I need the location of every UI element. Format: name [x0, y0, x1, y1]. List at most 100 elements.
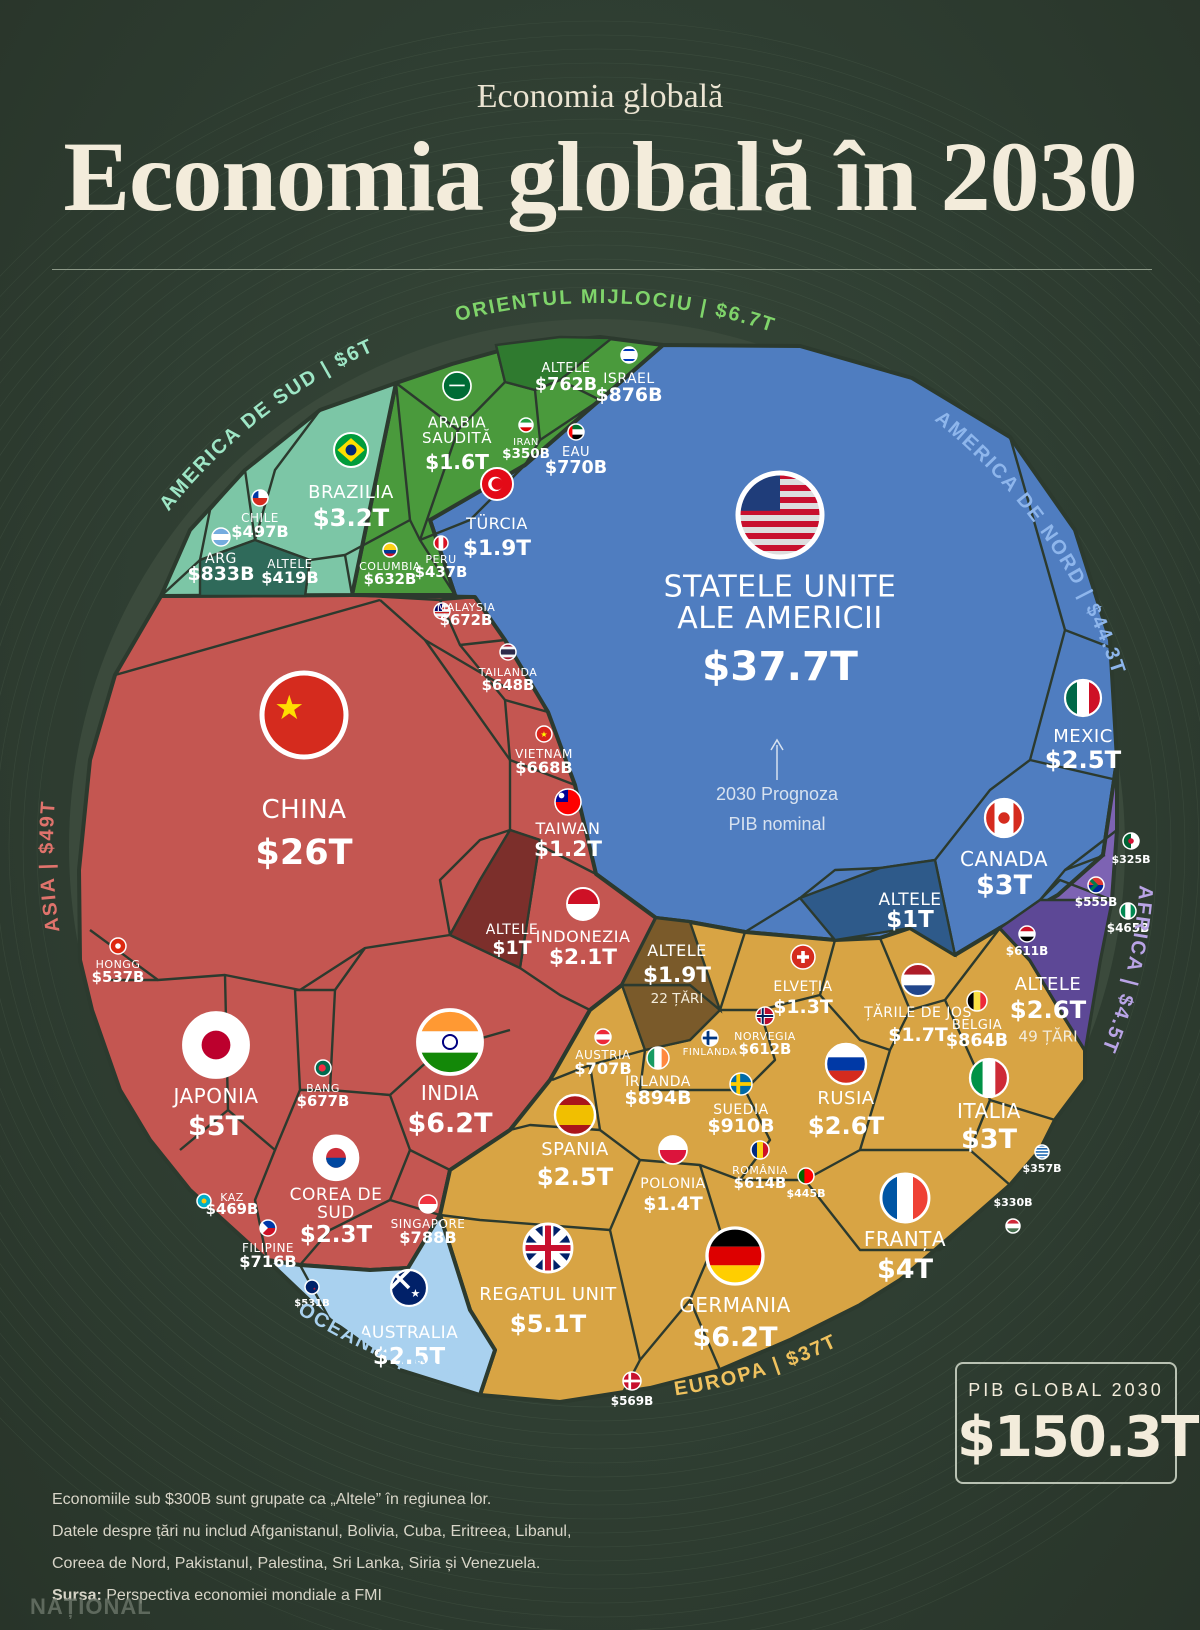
country-name: PERU	[425, 553, 456, 566]
canada-flag-icon	[983, 797, 1025, 839]
country-value: $26T	[255, 832, 352, 873]
footnote-line-2: Datele despre țări nu includ Afganistanu…	[52, 1523, 572, 1540]
denmark-flag-icon	[622, 1371, 642, 1391]
country-name: SUD	[317, 1203, 355, 1223]
cell-border	[424, 639, 511, 761]
cell-border	[408, 519, 422, 541]
country-name: POLONIA	[640, 1176, 705, 1192]
country-label-europa-tarile-de-jos: ȚĂRILE DE JOS $1.7T	[863, 963, 971, 1046]
cell-border	[114, 598, 381, 677]
ae-band	[568, 429, 584, 435]
country-label-asia-hongg: HONGG$537B	[92, 937, 144, 986]
country-label-europa-romania: ROMÂNIA$614B	[732, 1140, 787, 1192]
country-value: $37.7T	[702, 642, 858, 690]
cell-border	[253, 409, 321, 541]
vn-star: ★	[540, 730, 547, 739]
argentina-flag-icon	[211, 527, 231, 547]
region-label-text: ASIA | $49T	[36, 799, 62, 934]
country-label-asia-japonia: JAPONIA $5T	[171, 1011, 258, 1142]
country-value: $6.2T	[407, 1108, 493, 1139]
th-band	[500, 652, 516, 655]
ph-bottom	[260, 1228, 276, 1236]
global-gdp-value: $150.3T	[957, 1405, 1199, 1470]
fi-cross	[702, 1030, 718, 1046]
cl-canton	[252, 490, 259, 498]
bd-disc	[318, 1064, 326, 1072]
guilloche-ring	[0, 118, 1200, 1576]
vn-field	[536, 726, 552, 742]
country-label-orientul-mijlociu-turcia: TÜRCIA $1.9T	[463, 467, 531, 561]
country-label-asia-vietnam: ★ VIETNAM$668B	[515, 725, 573, 777]
country-name: CHINA	[261, 795, 346, 825]
algeria-flag-icon	[1122, 832, 1140, 850]
country-note: 22 ȚĂRI	[651, 989, 704, 1007]
gr-stripe	[1035, 1146, 1049, 1149]
country-label-europa-finlanda: FINLANDA	[683, 1029, 737, 1058]
be-band	[973, 991, 981, 1011]
country-value: $770B	[545, 458, 607, 478]
ir-band	[519, 422, 533, 428]
country-label-asia-taiwan: TAIWAN$1.2T	[534, 788, 602, 862]
me-altele-cell	[494, 335, 616, 392]
country-name: TAIWAN	[534, 819, 600, 838]
italy-flag-icon	[968, 1057, 1010, 1099]
es-band	[555, 1105, 595, 1125]
country-name: TAILANDA	[478, 666, 538, 679]
pl-bottom	[659, 1150, 687, 1164]
china-flag-icon: ★	[259, 670, 349, 760]
country-label-africa-unlabeled: $325B	[1112, 832, 1151, 866]
country-label-africa-unlabeled: $465B	[1107, 902, 1149, 935]
country-label-orientul-mijlociu-eau: EAU$770B	[545, 423, 607, 478]
ca-right	[1013, 799, 1023, 837]
country-name: SAUDITĂ	[422, 428, 492, 447]
country-name: ALTELE	[1015, 974, 1082, 995]
country-value: $2.5T	[537, 1162, 614, 1191]
region-cell-oceania	[265, 1213, 497, 1397]
ph-top	[260, 1220, 276, 1228]
country-label-america-de-nord-mexic: MEXIC$2.5T	[1045, 678, 1122, 774]
country-value: $614B	[734, 1174, 787, 1192]
country-label-orientul-mijlociu-iran: IRAN$350B	[502, 417, 550, 462]
country-value: $910B	[708, 1115, 775, 1137]
country-label-america-de-nord-canada: CANADA$3T	[960, 797, 1048, 901]
ch-cross	[797, 951, 809, 963]
gr-stripe	[1035, 1155, 1049, 1158]
country-label-asia-singapore: SINGAPORE$788B	[391, 1194, 466, 1247]
france-flag-icon	[879, 1172, 931, 1224]
country-value: $5T	[188, 1111, 245, 1142]
guilloche-ring	[0, 202, 1200, 1492]
finland-flag-icon	[701, 1029, 719, 1047]
country-name: BELGIA	[952, 1018, 1002, 1033]
th-band	[500, 654, 516, 658]
ie-band	[661, 1047, 669, 1069]
country-name: IRAN	[513, 437, 539, 448]
country-label-orientul-mijlociu-israel: ISRAEL$876B	[596, 346, 662, 406]
it-band	[982, 1059, 996, 1097]
my-stripe	[434, 612, 450, 614]
country-name: REGATUL UNIT	[479, 1284, 617, 1305]
country-value: $1.4T	[643, 1193, 703, 1215]
country-name: SINGAPORE	[391, 1217, 466, 1231]
za-bottom	[1088, 885, 1104, 893]
country-label-america-de-sud-brazilia: BRAZILIA$3.2T	[308, 431, 394, 532]
ireland-flag-icon	[646, 1046, 670, 1070]
uae-flag-icon	[567, 423, 585, 441]
id-bottom	[567, 904, 599, 920]
cell-border	[804, 1179, 971, 1252]
footnote-line-3: Coreea de Nord, Pakistanul, Palestina, S…	[52, 1555, 541, 1572]
sweden-flag-icon	[729, 1072, 753, 1096]
country-label-asia-bang: BANG$677B	[297, 1059, 349, 1110]
country-label-oceania-unlabeled: ★ $531B	[294, 1279, 330, 1309]
country-value: $3T	[976, 870, 1033, 901]
country-label-europa-polonia: POLONIA$1.4T	[640, 1135, 705, 1215]
country-value: $716B	[239, 1252, 296, 1271]
indonesia-flag-icon	[566, 887, 600, 921]
mexico-flag-icon	[1063, 678, 1103, 718]
country-note: 49 ȚĂRI	[1018, 1026, 1077, 1045]
country-label-asia-china: ★ CHINA $26T	[255, 670, 353, 873]
country-name: ARABIA	[428, 413, 487, 431]
country-name: ALTELE	[878, 890, 941, 910]
iran-flag-icon	[518, 417, 534, 433]
